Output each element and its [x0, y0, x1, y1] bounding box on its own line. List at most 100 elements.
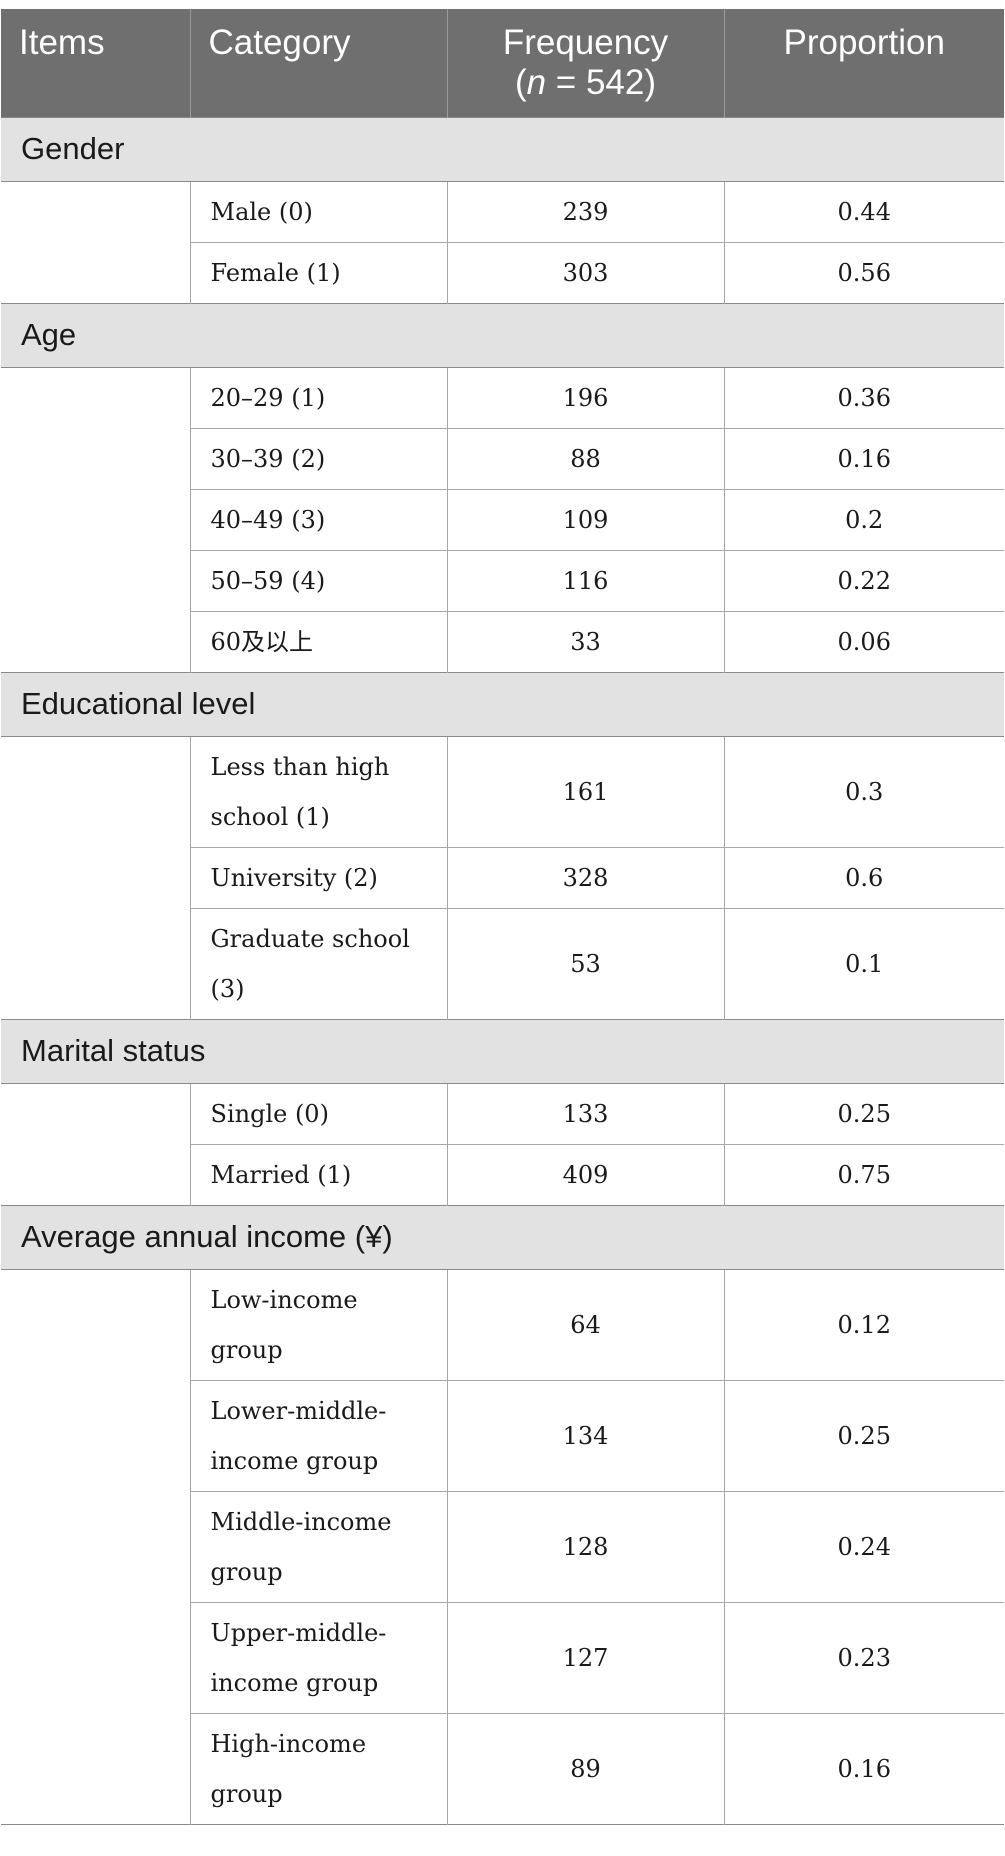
proportion-cell: 0.06 — [724, 610, 1004, 672]
category-cell: Less than high school (1) — [190, 735, 448, 847]
header-proportion: Proportion — [724, 9, 1004, 117]
table-row: Single (0) 133 0.25 — [1, 1082, 1004, 1144]
group-row: Average annual income (¥) — [1, 1204, 1004, 1270]
proportion-cell: 0.23 — [724, 1601, 1004, 1713]
items-cell — [1, 1602, 191, 1713]
items-cell — [1, 736, 191, 847]
group-row: Age — [1, 302, 1004, 368]
frequency-cell: 116 — [447, 549, 725, 611]
frequency-cell: 53 — [447, 907, 725, 1019]
group-label: Age — [1, 302, 1004, 368]
category-cell: Low-income group — [190, 1268, 448, 1380]
frequency-cell: 127 — [447, 1601, 725, 1713]
table-header: Items Category Frequency (n = 542) Propo… — [1, 9, 1004, 117]
items-cell — [1, 908, 191, 1019]
table-row: Graduate school (3) 53 0.1 — [1, 907, 1004, 1019]
frequency-cell: 109 — [447, 488, 725, 550]
table-row: 40–49 (3) 109 0.2 — [1, 488, 1004, 550]
items-cell — [1, 428, 191, 489]
proportion-cell: 0.1 — [724, 907, 1004, 1019]
category-cell: Female (1) — [190, 241, 448, 303]
category-cell: Single (0) — [190, 1082, 448, 1144]
table-row: Middle-income group 128 0.24 — [1, 1490, 1004, 1602]
demographics-table: Items Category Frequency (n = 542) Propo… — [1, 9, 1004, 1825]
items-cell — [1, 242, 191, 303]
category-cell: Lower-middle-income group — [190, 1379, 448, 1491]
frequency-cell: 303 — [447, 241, 725, 303]
items-cell — [1, 1380, 191, 1491]
proportion-cell: 0.24 — [724, 1490, 1004, 1602]
table-row: 60及以上 33 0.06 — [1, 610, 1004, 672]
frequency-cell: 161 — [447, 735, 725, 847]
table-row: Low-income group 64 0.12 — [1, 1268, 1004, 1380]
header-category: Category — [190, 9, 448, 117]
proportion-cell: 0.3 — [724, 735, 1004, 847]
group-row: Marital status — [1, 1018, 1004, 1084]
frequency-cell: 134 — [447, 1379, 725, 1491]
header-frequency-count: = 542) — [546, 63, 657, 102]
header-row: Items Category Frequency (n = 542) Propo… — [1, 9, 1004, 117]
table-row: Upper-middle-income group 127 0.23 — [1, 1601, 1004, 1713]
category-cell: University (2) — [190, 846, 448, 908]
group-row: Educational level — [1, 671, 1004, 737]
frequency-cell: 64 — [447, 1268, 725, 1380]
frequency-cell: 328 — [447, 846, 725, 908]
group-label: Marital status — [1, 1018, 1004, 1084]
table-row: 50–59 (4) 116 0.22 — [1, 549, 1004, 611]
header-frequency-n: n — [526, 63, 547, 102]
table-row: University (2) 328 0.6 — [1, 846, 1004, 908]
table-row: 30–39 (2) 88 0.16 — [1, 427, 1004, 489]
proportion-cell: 0.2 — [724, 488, 1004, 550]
items-cell — [1, 611, 191, 672]
group-label: Educational level — [1, 671, 1004, 737]
category-cell: 20–29 (1) — [190, 366, 448, 428]
items-cell — [1, 1269, 191, 1380]
category-cell: Middle-income group — [190, 1490, 448, 1602]
items-cell — [1, 489, 191, 550]
group-label: Gender — [1, 116, 1004, 182]
frequency-cell: 196 — [447, 366, 725, 428]
category-cell: Male (0) — [190, 180, 448, 242]
items-cell — [1, 1491, 191, 1602]
frequency-cell: 33 — [447, 610, 725, 672]
proportion-cell: 0.44 — [724, 180, 1004, 242]
category-cell: Married (1) — [190, 1143, 448, 1205]
proportion-cell: 0.6 — [724, 846, 1004, 908]
items-cell — [1, 1083, 191, 1144]
header-frequency-label: Frequency — [502, 23, 669, 62]
items-cell — [1, 550, 191, 611]
group-row: Gender — [1, 116, 1004, 182]
proportion-cell: 0.36 — [724, 366, 1004, 428]
frequency-cell: 409 — [447, 1143, 725, 1205]
category-cell: Upper-middle-income group — [190, 1601, 448, 1713]
proportion-cell: 0.25 — [724, 1379, 1004, 1491]
group-label: Average annual income (¥) — [1, 1204, 1004, 1270]
items-cell — [1, 847, 191, 908]
category-cell: 50–59 (4) — [190, 549, 448, 611]
category-cell: Graduate school (3) — [190, 907, 448, 1019]
frequency-cell: 239 — [447, 180, 725, 242]
frequency-cell: 88 — [447, 427, 725, 489]
table-row: Married (1) 409 0.75 — [1, 1143, 1004, 1205]
header-frequency: Frequency (n = 542) — [447, 9, 725, 117]
table-row: 20–29 (1) 196 0.36 — [1, 366, 1004, 428]
table-row: Lower-middle-income group 134 0.25 — [1, 1379, 1004, 1491]
category-cell: 30–39 (2) — [190, 427, 448, 489]
table-row: High-income group 89 0.16 — [1, 1712, 1004, 1824]
proportion-cell: 0.25 — [724, 1082, 1004, 1144]
table-body: Gender Male (0) 239 0.44 Female (1) 303 0.56 Ag… — [1, 116, 1004, 1824]
table-row: Less than high school (1) 161 0.3 — [1, 735, 1004, 847]
proportion-cell: 0.16 — [724, 427, 1004, 489]
table-row: Female (1) 303 0.56 — [1, 241, 1004, 303]
proportion-cell: 0.56 — [724, 241, 1004, 303]
header-items: Items — [1, 9, 191, 117]
proportion-cell: 0.75 — [724, 1143, 1004, 1205]
demographics-table-container: Items Category Frequency (n = 542) Propo… — [1, 9, 1004, 1825]
proportion-cell: 0.16 — [724, 1712, 1004, 1824]
frequency-cell: 133 — [447, 1082, 725, 1144]
category-cell: 60及以上 — [190, 610, 448, 672]
items-cell — [1, 181, 191, 242]
frequency-cell: 128 — [447, 1490, 725, 1602]
items-cell — [1, 1713, 191, 1824]
category-cell: 40–49 (3) — [190, 488, 448, 550]
